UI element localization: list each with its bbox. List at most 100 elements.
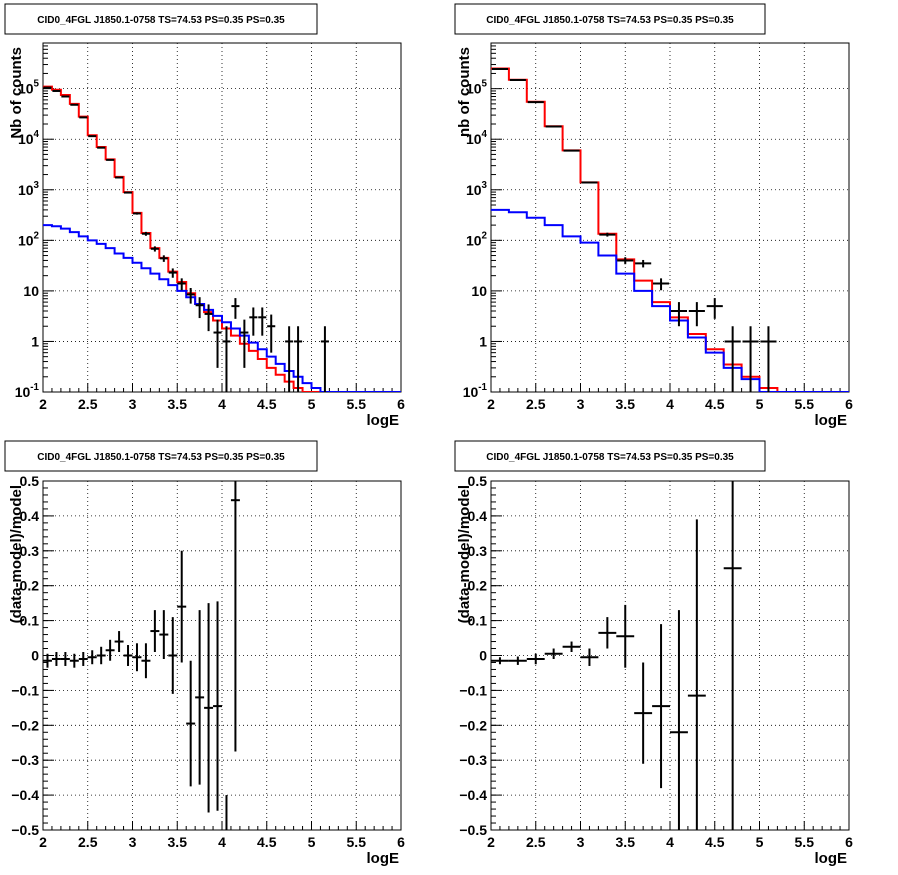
x-tick-label: 2: [487, 396, 495, 412]
y-tick-label: 103: [18, 180, 40, 198]
x-tick-label: 3.5: [168, 834, 188, 850]
x-tick-label: 5: [756, 396, 764, 412]
residual-point: [78, 652, 88, 666]
y-tick-label: 105: [18, 79, 40, 97]
y-tick-label: 0.2: [468, 578, 488, 594]
x-tick-label: 6: [397, 834, 405, 850]
residual-point: [598, 617, 617, 649]
x-tick-label: 4.5: [257, 834, 277, 850]
x-tick-label: 5.5: [347, 396, 367, 412]
x-tick-label: 2.5: [526, 396, 546, 412]
data-point: [204, 304, 213, 332]
residual-point: [562, 641, 581, 653]
y-tick-label: 0.1: [468, 613, 488, 629]
y-tick-label: 105: [466, 79, 488, 97]
plot-area: [491, 67, 849, 392]
residual-point: [105, 639, 115, 661]
x-tick-label: 5.5: [795, 396, 815, 412]
data-point: [724, 326, 741, 392]
residual-point: [634, 662, 653, 764]
data-point: [177, 278, 186, 291]
data-point: [150, 246, 159, 252]
data-point: [258, 307, 267, 336]
residual-point: [60, 652, 70, 666]
y-tick-label: 0.3: [468, 543, 488, 559]
x-axis-label: logE: [367, 412, 400, 429]
y-tick-label: 1: [479, 333, 487, 349]
residual-point: [670, 610, 688, 830]
data-point: [123, 191, 133, 194]
y-axis-label: (data-model)/model: [456, 485, 473, 623]
x-tick-label: 2.5: [78, 396, 98, 412]
y-tick-label: 10-1: [15, 382, 40, 400]
x-tick-label: 6: [845, 834, 853, 850]
residual-point: [186, 660, 196, 787]
data-point: [115, 176, 124, 179]
data-point: [267, 314, 276, 353]
title-box: [4, 3, 318, 35]
residual-point: [168, 617, 178, 694]
y-tick-label: 104: [18, 129, 40, 147]
y-tick-label: 0: [479, 648, 487, 664]
x-tick-label: 3: [129, 834, 137, 850]
x-tick-label: 3: [577, 396, 585, 412]
x-tick-label: 5: [308, 834, 316, 850]
residual-point: [508, 656, 527, 665]
residual-point: [652, 624, 670, 789]
y-tick-label: −0.1: [459, 682, 487, 698]
y-tick-label: 10-1: [463, 382, 488, 400]
x-tick-label: 4: [218, 834, 226, 850]
x-tick-label: 5: [308, 396, 316, 412]
data-point: [195, 297, 204, 319]
x-tick-label: 4.5: [257, 396, 277, 412]
y-tick-label: 102: [466, 230, 488, 248]
x-axis-label: logE: [815, 412, 848, 429]
title-box: [4, 440, 318, 472]
residual-point: [150, 610, 160, 653]
residual-point: [213, 601, 222, 811]
residual-point: [177, 550, 187, 663]
x-tick-label: 2.5: [78, 834, 98, 850]
chart-title: CID0_4FGL J1850.1-0758 TS=74.53 PS=0.35 …: [37, 452, 285, 463]
x-tick-label: 3: [577, 834, 585, 850]
x-tick-label: 5.5: [795, 834, 815, 850]
y-tick-label: 0.4: [20, 508, 40, 524]
y-tick-label: 10: [23, 283, 39, 299]
data-point: [652, 278, 670, 291]
residual-point: [544, 648, 563, 659]
chart-title: CID0_4FGL J1850.1-0758 TS=74.53 PS=0.35 …: [486, 452, 734, 463]
y-tick-label: 102: [18, 230, 40, 248]
chart-panel-counts-fine: CID0_4FGL J1850.1-0758 TS=74.53 PS=0.35 …: [4, 3, 405, 429]
data-point: [294, 326, 303, 392]
y-tick-label: 10: [471, 283, 487, 299]
chart-panel-counts-coarse: CID0_4FGL J1850.1-0758 TS=74.53 PS=0.35 …: [454, 3, 853, 429]
y-tick-label: 104: [466, 129, 488, 147]
y-tick-label: 0.5: [20, 473, 40, 489]
residual-point: [616, 604, 635, 668]
data-point: [132, 212, 142, 215]
data-point: [563, 149, 580, 152]
x-tick-label: 3.5: [616, 396, 636, 412]
y-tick-label: 0.1: [20, 613, 40, 629]
residual-point: [230, 481, 240, 752]
data-point: [231, 298, 240, 319]
residual-point: [114, 631, 124, 653]
data-point: [213, 319, 222, 368]
y-tick-label: 1: [31, 333, 39, 349]
data-point: [106, 158, 115, 161]
residual-point: [526, 653, 545, 665]
y-axis-label: (data-model)/model: [8, 485, 25, 623]
chart-panel-residual-coarse: CID0_4FGL J1850.1-0758 TS=74.53 PS=0.35 …: [454, 440, 853, 867]
chart-title: CID0_4FGL J1850.1-0758 TS=74.53 PS=0.35 …: [486, 15, 734, 26]
x-axis-label: logE: [367, 850, 400, 867]
plot-area: [491, 481, 742, 830]
residual-point: [51, 652, 61, 666]
data-point: [320, 326, 329, 392]
x-tick-label: 3: [129, 396, 137, 412]
data-point: [599, 232, 616, 237]
title-box: [454, 3, 766, 35]
data-point: [581, 181, 598, 184]
x-tick-label: 2: [39, 396, 47, 412]
residual-point: [141, 643, 151, 679]
data-point: [617, 257, 634, 265]
